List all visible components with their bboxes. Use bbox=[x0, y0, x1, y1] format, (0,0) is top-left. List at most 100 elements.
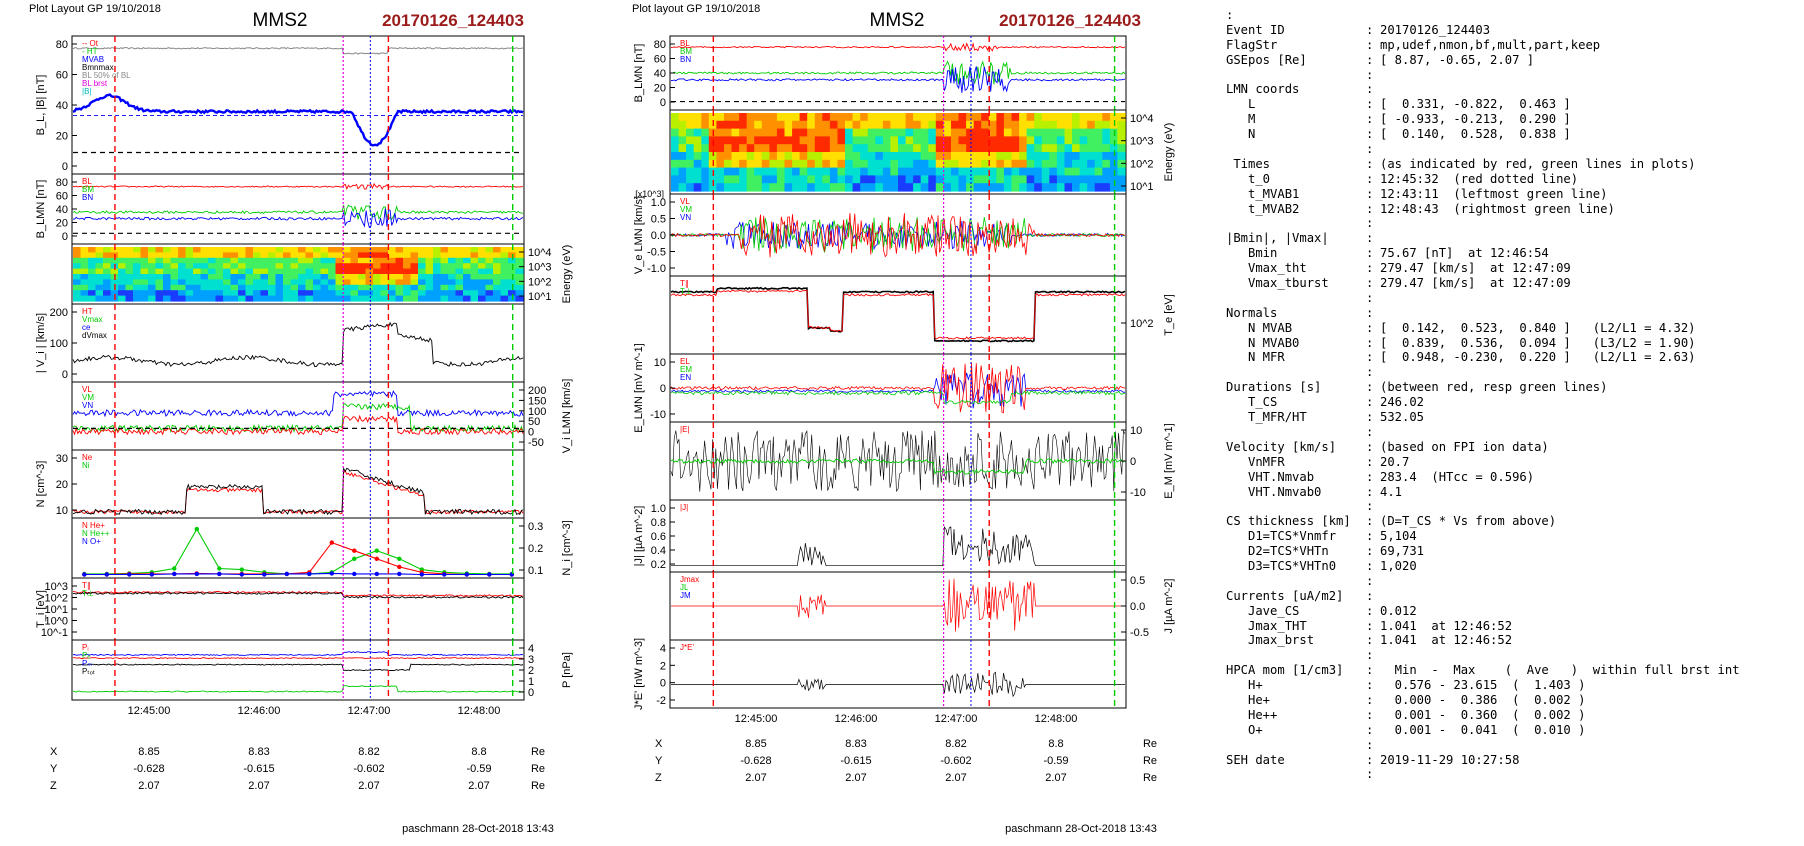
panel-2-cell bbox=[1026, 152, 1035, 161]
panel-2-cell bbox=[943, 183, 952, 192]
panel-3-cell bbox=[493, 274, 502, 280]
panel-2-cell bbox=[1102, 136, 1111, 145]
panel-2-cell bbox=[951, 152, 960, 161]
panel-2-cell bbox=[951, 159, 960, 169]
panel-2-cell bbox=[678, 128, 687, 137]
panel-2-cell bbox=[822, 167, 831, 176]
panel-2-cell bbox=[1094, 175, 1103, 184]
panel-2-cell bbox=[799, 120, 808, 130]
panel-2-cell bbox=[1087, 128, 1096, 137]
panel-3-cell bbox=[125, 263, 134, 270]
panel-2-cell bbox=[860, 144, 869, 153]
panel-3-cell bbox=[118, 268, 127, 275]
panel-3-cell bbox=[268, 247, 277, 253]
panel-2-cell bbox=[716, 136, 725, 145]
panel-2-cell bbox=[792, 144, 801, 153]
panel-3-cell bbox=[380, 252, 389, 259]
panel-3-cell bbox=[403, 290, 412, 297]
panel-2-cell bbox=[678, 167, 687, 176]
panel-3-cell bbox=[433, 263, 442, 270]
panel-3-cell bbox=[298, 284, 307, 291]
panel-2-cell bbox=[905, 128, 914, 137]
panel-2-cell bbox=[973, 128, 982, 137]
panel-7-tick-label: 0.8 bbox=[651, 517, 666, 529]
panel-3-cell bbox=[365, 284, 374, 291]
panel-3-cell bbox=[515, 257, 524, 264]
panel-2-cell bbox=[1034, 136, 1043, 145]
position-value: 2.07 bbox=[358, 780, 379, 792]
panel-2-cell bbox=[716, 159, 725, 169]
panel-8-ylabel: J [µA m^-2] bbox=[1163, 579, 1175, 634]
panel-2-cell bbox=[1072, 183, 1081, 192]
panel-3-cell bbox=[425, 290, 434, 297]
panel-2-cell bbox=[1056, 175, 1066, 184]
panel-3-cell bbox=[283, 252, 292, 259]
panel-2-cell bbox=[928, 167, 937, 176]
summary-key: Velocity [km/s] bbox=[1226, 439, 1337, 454]
panel-3-tick-label: 1.0 bbox=[651, 197, 666, 209]
panel-2-cell bbox=[951, 175, 960, 184]
panel-5-tick-label: 0 bbox=[660, 383, 666, 395]
panel-2-cell bbox=[928, 159, 937, 169]
panel-3-cell bbox=[343, 247, 352, 253]
panel-2-cell bbox=[860, 175, 869, 184]
panel-2-cell bbox=[973, 144, 982, 153]
panel-3-cell bbox=[215, 295, 224, 302]
panel-3-cell bbox=[350, 252, 359, 259]
panel-3-cell bbox=[268, 279, 277, 286]
panel-3-cell bbox=[125, 257, 134, 264]
panel-3-cell bbox=[223, 268, 232, 275]
panel-3-cell bbox=[343, 290, 352, 297]
summary-line: He++: 0.001 - 0.360 ( 0.002 ) bbox=[1226, 708, 1801, 723]
panel-4-frame bbox=[71, 303, 525, 383]
panel-7-ylabel: N_i [cm^-3] bbox=[561, 520, 573, 575]
panel-2-cell bbox=[1003, 175, 1013, 184]
panel-3-cell bbox=[170, 257, 179, 264]
summary-line: GSEpos [Re]:[ 8.87, -0.65, 2.07 ] bbox=[1226, 53, 1801, 68]
panel-3-cell bbox=[463, 252, 472, 259]
panel-2-cell bbox=[724, 175, 733, 184]
panel-3-cell bbox=[463, 268, 472, 275]
summary-line: FlagStr: mp,udef,nmon,bf,mult,part,keep bbox=[1226, 38, 1801, 53]
panel-3-cell bbox=[103, 274, 112, 280]
panel-3-cell bbox=[470, 290, 479, 297]
panel-3-cell bbox=[208, 247, 217, 253]
panel-2-cell bbox=[1041, 175, 1050, 184]
panel-3-cell bbox=[163, 247, 172, 253]
panel-3-cell bbox=[185, 252, 194, 259]
panel-5-ylabel: V_i LMN [km/s] bbox=[561, 379, 573, 454]
panel-2-cell bbox=[867, 159, 876, 169]
panel-3-cell bbox=[380, 284, 389, 291]
panel-2-cell bbox=[1049, 113, 1058, 122]
panel-3-cell bbox=[268, 284, 277, 291]
panel-1-tick-label: 40 bbox=[56, 100, 68, 112]
panel-1-tick-label: 20 bbox=[654, 83, 666, 95]
panel-3-cell bbox=[88, 290, 97, 297]
summary-value: [ -0.933, -0.213, 0.290 ] bbox=[1380, 112, 1571, 127]
summary-colon: : bbox=[1366, 97, 1374, 112]
panel-2-cell bbox=[966, 136, 975, 145]
panel-3-cell bbox=[155, 284, 164, 291]
panel-2-cell bbox=[1003, 113, 1013, 122]
summary-key: He+ bbox=[1226, 692, 1271, 707]
panel-3-cell bbox=[110, 268, 119, 275]
panel-2-cell bbox=[1079, 183, 1088, 192]
panel-2-cell bbox=[693, 113, 702, 122]
panel-4-frame bbox=[669, 275, 1127, 355]
panel-2-cell bbox=[890, 167, 899, 176]
panel-3-cell bbox=[320, 279, 329, 286]
panel-2-cell bbox=[913, 128, 922, 137]
panel-2-cell bbox=[671, 113, 680, 122]
panel-2-cell bbox=[776, 159, 786, 169]
panel-2-cell bbox=[882, 175, 892, 184]
panel-2-cell bbox=[822, 183, 831, 192]
panel-3-cell bbox=[470, 257, 479, 264]
panel-3-ylabel: Energy (eV) bbox=[561, 245, 573, 304]
panel-2-cell bbox=[1034, 113, 1043, 122]
panel-2-cell bbox=[928, 128, 937, 137]
panel-9-legend-entry: Pₜₒₜ bbox=[82, 667, 95, 676]
